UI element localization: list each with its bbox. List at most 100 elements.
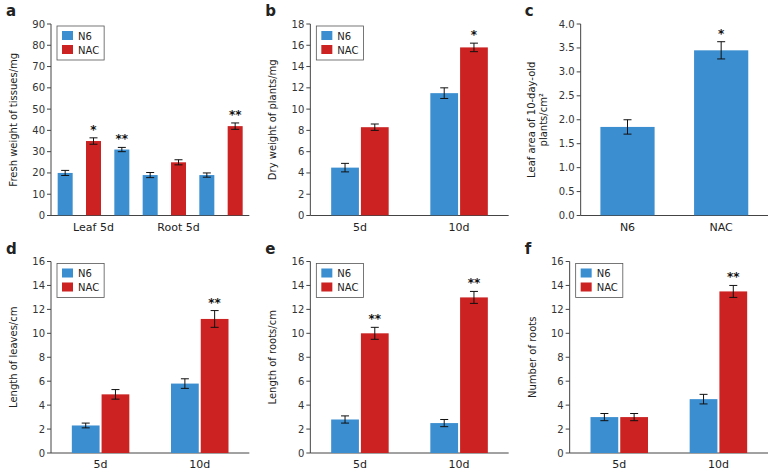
y-tick — [47, 45, 51, 46]
annotations: ***** — [90, 108, 242, 146]
error-cap — [341, 423, 349, 424]
error-cap — [90, 137, 98, 138]
legend: N6NAC — [316, 26, 363, 60]
legend-swatch — [62, 269, 73, 278]
bar — [199, 175, 214, 215]
legend-label: NAC — [78, 282, 99, 293]
error-stem — [634, 414, 635, 421]
y-tick — [566, 357, 570, 358]
y-tick — [306, 172, 310, 173]
error-bar — [231, 123, 239, 129]
y-tick — [47, 357, 51, 358]
y-tick-label: 12 — [292, 82, 305, 93]
error-stem — [473, 291, 474, 303]
y-tick-label: 0 — [298, 448, 304, 459]
error-bar — [729, 285, 737, 297]
y-axis-label: Length of roots/cm — [267, 310, 278, 404]
y-tick-label: 2.5 — [559, 90, 575, 101]
legend-frame — [576, 264, 623, 298]
bar — [201, 319, 229, 453]
marks — [331, 43, 488, 215]
error-cap — [700, 403, 708, 404]
error-bar — [341, 416, 349, 423]
error-cap — [630, 413, 638, 414]
y-tick — [306, 453, 310, 454]
y-tick-label: 30 — [32, 146, 45, 157]
error-stem — [65, 170, 66, 175]
y-tick-label: 12 — [32, 304, 45, 315]
y-tick-label: 4 — [298, 400, 304, 411]
significance: ** — [229, 108, 242, 122]
y-tick-label: 14 — [32, 280, 45, 291]
x-tick-label: Leaf 5d — [73, 221, 114, 234]
y-tick — [306, 405, 310, 406]
error-cap — [440, 98, 448, 99]
y-tick-label: 12 — [292, 304, 305, 315]
legend-swatch — [581, 269, 592, 278]
legend-label: N6 — [337, 268, 351, 279]
bar — [460, 47, 488, 215]
y-axis-label: Number of roots — [527, 317, 538, 398]
error-cap — [118, 147, 126, 148]
y-tick-label: 70 — [32, 61, 45, 72]
error-bar — [371, 327, 379, 339]
y-tick-label: 8 — [557, 352, 563, 363]
error-stem — [178, 160, 179, 165]
error-stem — [733, 285, 734, 297]
error-cap — [211, 327, 219, 328]
y-tick — [306, 261, 310, 262]
y-tick-label: 16 — [292, 256, 305, 267]
y-tick-label: 0 — [39, 448, 45, 459]
y-tick — [577, 191, 581, 192]
y-axis-label: Length of leaves/cm — [8, 307, 19, 408]
error-bar — [630, 414, 638, 421]
legend-label: NAC — [78, 45, 99, 56]
error-bar — [470, 43, 478, 52]
y-tick-label: 12 — [551, 304, 564, 315]
bar — [591, 417, 619, 453]
legend: N6NAC — [57, 26, 104, 60]
y-tick — [577, 47, 581, 48]
error-cap — [470, 43, 478, 44]
y-tick-label: 6 — [39, 376, 45, 387]
y-axis — [310, 24, 311, 216]
y-tick-label: 10 — [292, 104, 305, 115]
y-tick — [577, 24, 581, 25]
y-tick-label: 14 — [551, 280, 564, 291]
error-bar — [470, 291, 478, 303]
bar — [143, 175, 158, 215]
error-cap — [111, 389, 119, 390]
error-cap — [341, 415, 349, 416]
error-cap — [600, 420, 608, 421]
error-cap — [630, 420, 638, 421]
y-tick — [566, 381, 570, 382]
significance: * — [718, 27, 725, 41]
error-cap — [61, 175, 69, 176]
y-axis-label-line: Number of roots — [527, 317, 538, 398]
error-stem — [374, 327, 375, 339]
error-bar — [440, 88, 448, 99]
y-axis — [51, 24, 52, 216]
y-tick-label: 16 — [32, 256, 45, 267]
bar — [228, 126, 243, 215]
bar — [72, 425, 100, 453]
error-stem — [214, 311, 215, 328]
error-bar — [146, 173, 154, 178]
bar — [690, 399, 718, 453]
y-tick — [577, 71, 581, 72]
error-stem — [93, 138, 94, 144]
marks — [600, 42, 748, 216]
legend-frame — [57, 26, 104, 60]
error-bar — [82, 423, 90, 428]
y-tick-label: 10 — [32, 328, 45, 339]
error-bar — [61, 170, 69, 175]
legend-swatch — [62, 45, 73, 54]
y-tick — [566, 261, 570, 262]
significance: ** — [468, 276, 481, 290]
error-stem — [85, 423, 86, 428]
y-tick-label: 4 — [298, 167, 304, 178]
error-stem — [703, 394, 704, 404]
y-tick-label: 10 — [292, 328, 305, 339]
bar — [171, 162, 186, 215]
y-tick-label: 8 — [298, 125, 304, 136]
